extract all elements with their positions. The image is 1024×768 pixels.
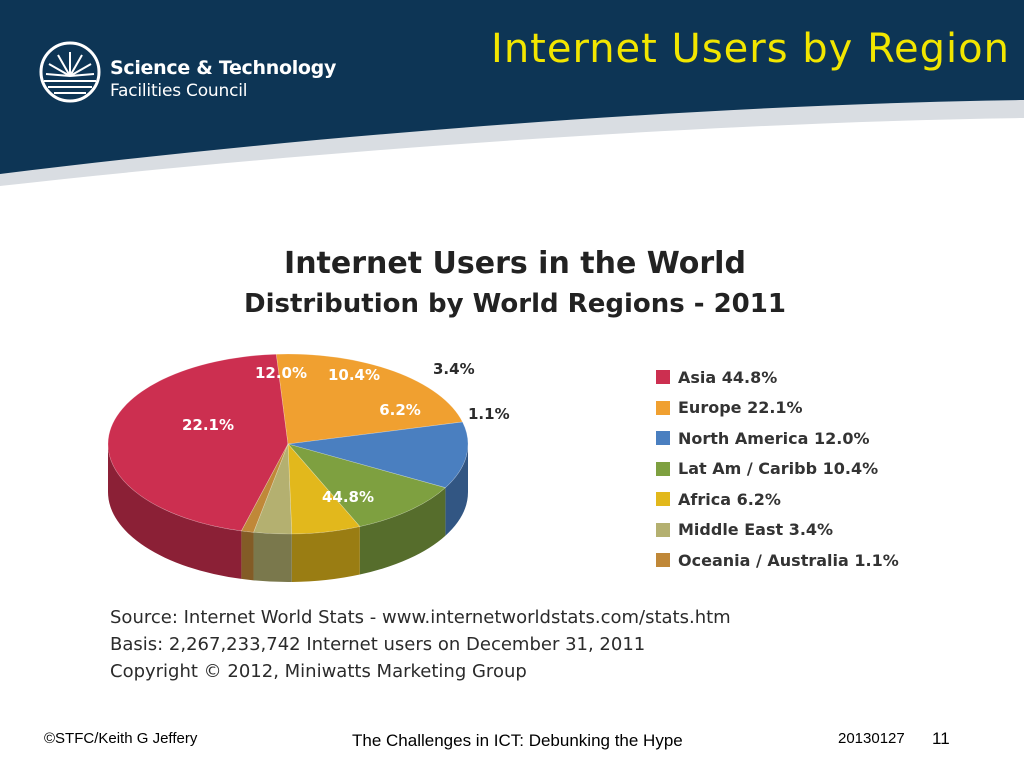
pie-side-oceania-australia: [241, 530, 254, 581]
legend-swatch: [656, 400, 670, 415]
legend-label: Oceania / Australia 1.1%: [678, 550, 899, 570]
legend-item: Europe 22.1%: [656, 393, 956, 424]
chart-title-block: Internet Users in the World Distribution…: [190, 244, 840, 324]
header-banner: [0, 0, 1024, 186]
slice-label-north-america: 12.0%: [255, 364, 307, 382]
pie-side-africa: [291, 526, 360, 582]
stfc-logo: Science & Technology Facilities Council: [38, 40, 338, 104]
page-number: 11: [932, 729, 950, 748]
chart-subtitle: Distribution by World Regions - 2011: [244, 289, 786, 319]
legend-label: Europe 22.1%: [678, 398, 803, 418]
legend-item: Middle East 3.4%: [656, 515, 956, 546]
slide-title: Internet Users by Region: [491, 26, 1010, 72]
legend-item: North America 12.0%: [656, 423, 956, 454]
legend-item: Asia 44.8%: [656, 362, 956, 393]
source-line: Source: Internet World Stats - www.inter…: [110, 607, 731, 628]
legend-swatch: [656, 522, 670, 537]
slice-label-oceania-australia: 1.1%: [468, 405, 510, 423]
pie-slice-asia: [107, 353, 289, 532]
pie-side-north-america: [445, 444, 468, 536]
pie-slice-europe: [275, 353, 463, 445]
legend-item: Lat Am / Caribb 10.4%: [656, 454, 956, 485]
pie-slice-oceania-australia: [240, 443, 289, 533]
slice-label-lat-am-caribb: 10.4%: [328, 366, 380, 384]
slice-label-africa: 6.2%: [379, 401, 421, 419]
chart-source-notes: Source: Internet World Stats - www.inter…: [110, 604, 830, 685]
pie-side-asia: [108, 444, 242, 579]
chart-title: Internet Users in the World: [284, 246, 746, 281]
legend-item: Africa 6.2%: [656, 484, 956, 515]
chart-legend: Asia 44.8% Europe 22.1% North America 12.0…: [656, 362, 956, 576]
legend-label: Middle East 3.4%: [678, 520, 834, 540]
legend-label: Lat Am / Caribb 10.4%: [678, 459, 879, 479]
legend-swatch: [656, 370, 670, 385]
source-line: Copyright © 2012, Miniwatts Marketing Gr…: [110, 661, 527, 682]
legend-item: Oceania / Australia 1.1%: [656, 545, 956, 576]
legend-swatch: [656, 461, 670, 476]
pie-slice-middle-east: [253, 443, 293, 535]
legend-swatch: [656, 431, 670, 446]
slice-label-middle-east: 3.4%: [433, 360, 475, 378]
legend-label: North America 12.0%: [678, 428, 870, 448]
legend-swatch: [656, 553, 670, 568]
legend-label: Asia 44.8%: [678, 367, 778, 387]
legend-swatch: [656, 492, 670, 507]
pie-slice-lat-am-caribb: [287, 443, 446, 527]
logo-text-line2: Facilities Council: [110, 81, 248, 101]
footer-date: 20130127: [838, 730, 905, 747]
header-background: [0, 0, 1024, 174]
logo-text-line1: Science & Technology: [110, 57, 337, 79]
slice-label-europe: 22.1%: [182, 416, 234, 434]
pie-side-middle-east: [253, 532, 292, 582]
legend-label: Africa 6.2%: [678, 489, 781, 509]
footer-copyright: ©STFC/Keith G Jeffery: [44, 730, 198, 747]
pie-side-lat-am-caribb: [359, 487, 446, 575]
sunburst-icon: [39, 41, 101, 103]
pie-slice-africa: [287, 443, 361, 535]
source-line: Basis: 2,267,233,742 Internet users on D…: [110, 634, 646, 655]
slice-label-asia: 44.8%: [322, 488, 374, 506]
footer-presentation-title: The Challenges in ICT: Debunking the Hyp…: [352, 731, 683, 750]
pie-slice-north-america: [287, 421, 469, 489]
